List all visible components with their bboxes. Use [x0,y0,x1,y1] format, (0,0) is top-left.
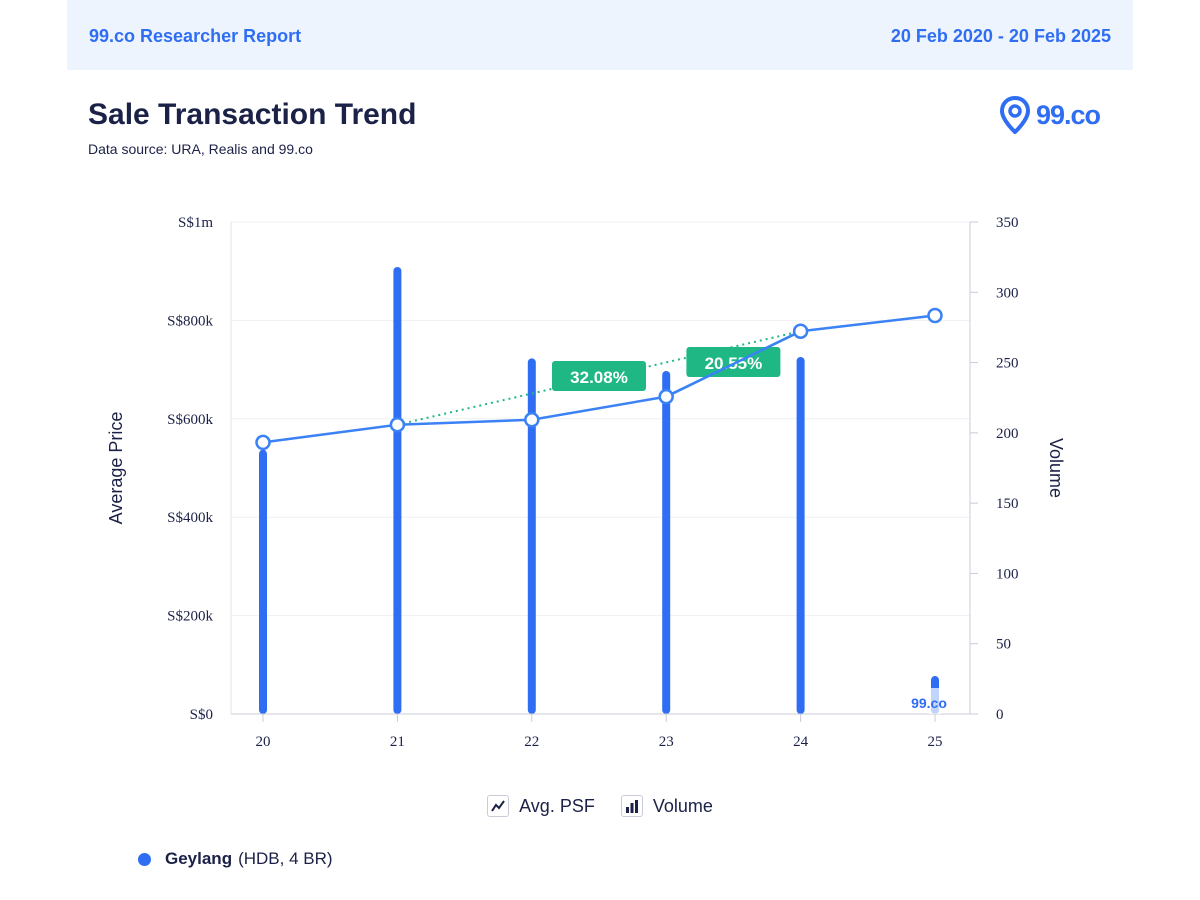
y-tick-label: S$400k [167,510,213,526]
series-filter-legend[interactable]: Geylang (HDB, 4 BR) [138,849,333,869]
y-tick-label: S$1m [178,215,213,231]
x-tick-label: 23 [659,734,674,750]
volume-bars [259,266,939,714]
annotation-label: 32.08% [552,360,646,391]
volume-bar [259,449,267,714]
y2-tick-label: 0 [996,707,1004,723]
chart-grid [231,221,970,715]
report-header: 99.co Researcher Report 20 Feb 2020 - 20… [67,0,1133,70]
x-tick-label: 24 [793,734,809,750]
price-point [927,307,943,324]
legend-label-avg-psf: Avg. PSF [519,795,595,816]
y2-tick-label: 150 [996,496,1019,512]
y-axis-title: Average Price [106,412,126,525]
chart-subtitle: Data source: URA, Realis and 99.co [88,141,313,157]
watermark-logo: 99.co [911,695,947,711]
x-tick-label: 25 [928,734,943,750]
legend-label-volume: Volume [652,795,713,816]
location-pin-icon [1000,96,1030,134]
volume-bar [527,358,536,714]
sale-transaction-chart: 32.08% 20.55% S$0 S$200k S$400k S$600k S$800k… [106,215,1066,750]
y2-tick-label: 50 [996,637,1011,653]
series-color-dot [138,852,151,866]
y-tick-label: S$600k [167,412,213,428]
chart-legend: Avg. PSF Volume [0,795,1200,817]
y2-axis-title: Volume [1046,438,1066,498]
series-detail: (HDB, 4 BR) [238,849,333,868]
y-tick-label: S$0 [190,707,213,723]
x-tick-label: 20 [256,734,271,750]
report-label: 99.co Researcher Report [89,26,302,46]
y2-tick-label: 100 [996,566,1019,582]
volume-bar [662,371,671,714]
annotation-badge [686,346,781,377]
y2-tick-label: 250 [996,356,1019,372]
watermark-backdrop [929,688,941,714]
price-line [255,307,943,451]
chart-watermark: 99.co [911,688,947,714]
annotation-badge [552,360,646,391]
date-range: 20 Feb 2020 - 20 Feb 2025 [890,26,1111,46]
brand-logo-text: 99.co [1036,99,1101,130]
y-tick-label: S$200k [167,609,213,625]
price-point [658,388,674,405]
volume-bar [796,356,805,714]
x-tick-label: 22 [524,734,539,750]
price-point [792,323,809,339]
legend-item-avg-psf[interactable]: Avg. PSF [487,795,595,817]
legend-item-volume[interactable]: Volume [620,795,713,817]
series-name: Geylang [165,849,233,868]
x-tick-label: 21 [390,734,405,750]
price-line-path [262,314,936,444]
price-point [524,412,540,428]
y2-tick-label: 350 [996,215,1019,231]
brand-logo: 99.co [1000,95,1101,135]
y2-tick-label: 200 [996,426,1019,442]
bar-chart-icon [620,795,643,817]
price-point [255,434,271,451]
volume-bar [393,266,402,714]
price-point [389,416,406,433]
y2-tick-label: 300 [996,285,1019,301]
annotation-label: 20.55% [686,346,781,377]
annotation-text: 32.08% [570,368,628,387]
annotations: 32.08% 20.55% [397,330,802,426]
y-tick-label: S$800k [167,313,213,329]
line-chart-icon [487,795,510,817]
chart-axes: S$0 S$200k S$400k S$600k S$800k S$1m 0 50 100 150… [106,215,1066,750]
chart-title: Sale Transaction Trend [88,98,417,131]
